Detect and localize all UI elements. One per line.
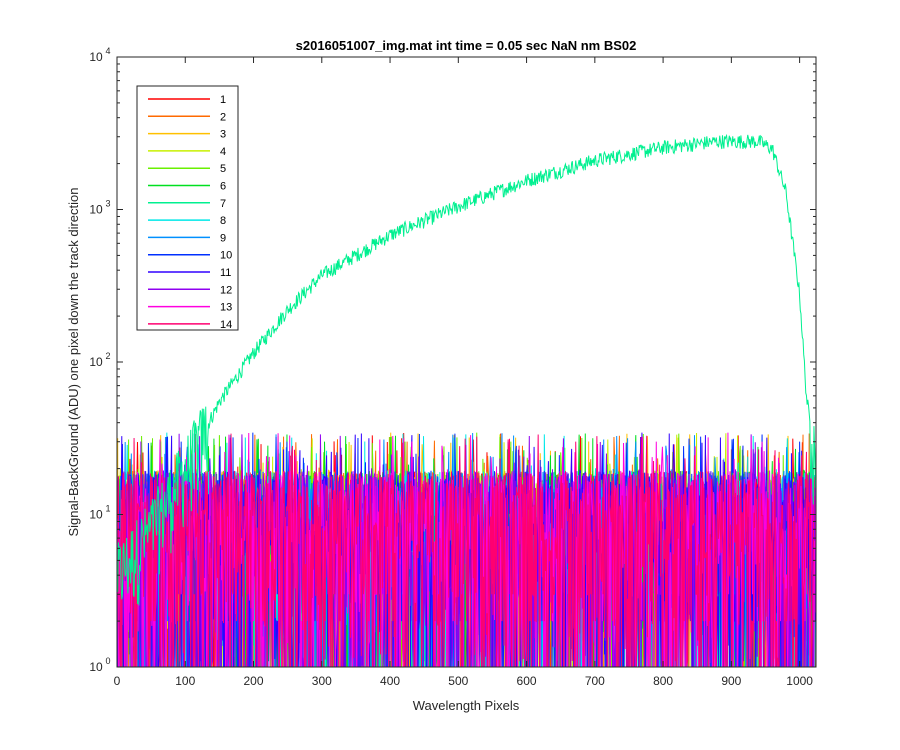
x-tick-label: 200 — [244, 674, 264, 688]
y-tick-exponent: 0 — [105, 656, 110, 666]
x-axis-title: Wavelength Pixels — [413, 698, 520, 713]
y-tick-exponent: 4 — [105, 46, 110, 56]
y-tick-label: 10 2 — [89, 351, 110, 369]
legend-label: 2 — [220, 111, 226, 123]
x-tick-label: 700 — [585, 674, 605, 688]
x-tick-label: 100 — [175, 674, 195, 688]
y-tick-label: 10 0 — [89, 656, 110, 674]
legend-label: 13 — [220, 302, 232, 314]
x-tick-label: 400 — [380, 674, 400, 688]
y-tick-exponent: 3 — [105, 199, 110, 209]
legend-label: 12 — [220, 284, 232, 296]
y-tick-base: 10 — [89, 660, 103, 674]
y-tick-label: 10 4 — [89, 46, 110, 64]
legend-label: 6 — [220, 181, 226, 193]
x-tick-label: 900 — [721, 674, 741, 688]
x-tick-label: 800 — [653, 674, 673, 688]
y-tick-base: 10 — [89, 203, 103, 217]
y-tick-base: 10 — [89, 50, 103, 64]
x-tick-label: 0 — [114, 674, 121, 688]
legend-label: 14 — [220, 319, 232, 331]
x-tick-label: 1000 — [786, 674, 813, 688]
series-line-13 — [117, 432, 817, 668]
y-tick-exponent: 2 — [105, 351, 110, 361]
legend-label: 5 — [220, 163, 226, 175]
y-tick-base: 10 — [89, 508, 103, 522]
legend-label: 7 — [220, 198, 226, 210]
legend-label: 9 — [220, 232, 226, 244]
legend-label: 3 — [220, 129, 226, 141]
chart-title: s2016051007_img.mat int time = 0.05 sec … — [296, 38, 637, 53]
x-tick-label: 600 — [517, 674, 537, 688]
y-tick-label: 10 3 — [89, 199, 110, 217]
x-tick-label: 500 — [448, 674, 468, 688]
legend-label: 4 — [220, 146, 226, 158]
y-axis-title: Signal-BackGround (ADU) one pixel down t… — [66, 187, 81, 536]
y-tick-base: 10 — [89, 355, 103, 369]
legend-label: 8 — [220, 215, 226, 227]
legend-label: 11 — [220, 267, 231, 279]
y-tick-exponent: 1 — [105, 504, 110, 514]
series-layer — [117, 133, 817, 668]
x-tick-label: 300 — [312, 674, 332, 688]
y-tick-label: 10 1 — [89, 504, 110, 522]
legend-label: 10 — [220, 250, 232, 262]
legend-label: 1 — [220, 94, 226, 106]
series-line-7 — [117, 133, 817, 606]
